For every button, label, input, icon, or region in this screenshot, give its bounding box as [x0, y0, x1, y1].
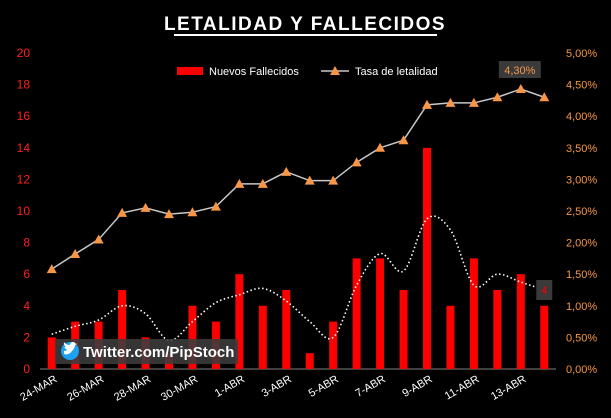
left-axis-tick-label: 8: [23, 236, 30, 250]
bar-series: [47, 147, 549, 369]
bar-24-mar: [47, 337, 56, 369]
left-axis-ticks: 0 2 4 6 8 10 12 14 16 18 20: [17, 46, 31, 376]
x-axis-tick-label: 30-MAR: [159, 373, 200, 404]
right-axis-tick-label: 1,50%: [566, 269, 597, 281]
twitter-bird-glyph-icon: [63, 342, 77, 355]
annotation-box-bar: [536, 280, 553, 300]
bar-11-abr: [469, 258, 478, 369]
right-axis-tick-label: 0,50%: [566, 332, 597, 344]
annotation-rate-label: 4,30%: [504, 65, 535, 77]
bar-12-abr: [493, 290, 502, 369]
rate-marker-27-mar: [117, 207, 128, 217]
left-axis-tick-label: 4: [23, 299, 30, 313]
rate-marker-8-abr: [398, 135, 409, 145]
rate-marker-29-mar: [164, 209, 174, 219]
x-axis-tick-label: 13-ABR: [489, 373, 528, 403]
rate-marker-13-abr: [515, 84, 526, 94]
rate-line: [51, 88, 545, 270]
x-axis-tick-label: 24-MAR: [18, 373, 59, 404]
bar-8-abr: [399, 290, 408, 369]
right-axis-tick-label: 2,50%: [566, 206, 597, 218]
rate-marker-3-abr: [281, 166, 292, 176]
watermark-text: Twitter.com/PipStoch: [83, 344, 234, 361]
bar-10-abr: [446, 305, 455, 369]
x-axis-tick-label: 3-ABR: [260, 373, 294, 400]
dotted-trend-series: [51, 215, 545, 342]
right-axis-tick-label: 3,00%: [566, 174, 597, 186]
bar-14-abr: [540, 305, 549, 369]
right-axis-tick-label: 2,00%: [566, 238, 597, 250]
left-axis-tick-label: 16: [17, 109, 31, 123]
bar-6-abr: [352, 258, 361, 369]
bar-5-abr: [329, 321, 338, 369]
x-axis-tick-label: 28-MAR: [112, 373, 153, 404]
left-axis-tick-label: 10: [17, 204, 31, 218]
rate-marker-10-abr: [445, 97, 456, 107]
right-axis-ticks: 0,00% 0,50% 1,00% 1,50% 2,00% 2,50% 3,00% 3,50%…: [566, 48, 597, 376]
rate-marker-1-abr: [234, 178, 245, 188]
right-axis-tick-label: 5,00%: [566, 48, 597, 60]
x-axis-tick-labels: 24-MAR 26-MAR 28-MAR 30-MAR 1-ABR 3-ABR 5-ABR 7…: [18, 373, 528, 404]
chart-title: LETALIDAD Y FALLECIDOS: [164, 14, 446, 35]
legend: Nuevos Fallecidos Tasa de letalidad: [177, 66, 438, 78]
annotation-bar-label: 4: [541, 285, 547, 297]
right-axis-tick-label: 0,00%: [566, 364, 597, 376]
right-axis-tick-label: 1,00%: [566, 301, 597, 313]
left-axis-tick-label: 12: [17, 172, 31, 186]
right-axis-tick-label: 3,50%: [566, 143, 597, 155]
bar-27-mar: [118, 290, 127, 369]
rate-marker-25-mar: [70, 248, 81, 258]
chart-title-group: LETALIDAD Y FALLECIDOS: [164, 14, 446, 36]
bar-1-abr: [235, 274, 244, 369]
left-axis-tick-label: 18: [17, 78, 31, 92]
rate-marker-9-abr: [422, 99, 432, 109]
rate-marker-2-abr: [257, 178, 268, 188]
watermark: Twitter.com/PipStoch: [55, 339, 238, 364]
rate-marker-28-mar: [140, 202, 151, 212]
bar-9-abr: [423, 147, 431, 369]
legend-label-bars: Nuevos Fallecidos: [209, 66, 299, 78]
rate-marker-5-abr: [328, 175, 339, 185]
right-axis-tick-label: 4,00%: [566, 111, 597, 123]
rate-marker-26-mar: [93, 234, 104, 244]
rate-marker-6-abr: [351, 157, 362, 167]
dotted-trend-line: [51, 215, 545, 342]
x-axis-tick-label: 11-ABR: [443, 373, 482, 402]
x-axis-tick-label: 5-ABR: [307, 373, 341, 400]
bar-30-mar: [188, 305, 197, 369]
x-axis-tick-label: 26-MAR: [65, 373, 106, 404]
x-axis-tick-label: 9-ABR: [400, 373, 434, 400]
rate-series: [46, 84, 550, 274]
legend-label-rate: Tasa de letalidad: [355, 66, 438, 78]
watermark-background: [55, 339, 238, 364]
legend-swatch-bars: [177, 67, 203, 75]
rate-marker-31-mar: [210, 201, 221, 211]
legend-swatch-rate-marker: [330, 66, 340, 75]
bar-4-abr: [305, 353, 314, 369]
left-axis-tick-label: 6: [23, 267, 30, 281]
left-axis-tick-label: 2: [23, 330, 30, 344]
rate-marker-14-abr: [539, 92, 550, 102]
x-axis-tick-label: 1-ABR: [213, 373, 247, 400]
rate-marker-4-abr: [304, 175, 315, 185]
rate-marker-12-abr: [492, 92, 503, 102]
annotation-box-rate: [498, 61, 541, 79]
x-axis-tick-label: 7-ABR: [354, 373, 388, 400]
left-axis-tick-label: 0: [23, 362, 30, 376]
bar-2-abr: [258, 305, 267, 369]
bar-7-abr: [376, 258, 385, 369]
left-axis-tick-label: 20: [17, 46, 31, 60]
rate-marker-7-abr: [375, 142, 386, 152]
rate-marker-24-mar: [46, 264, 57, 274]
bar-3-abr: [282, 290, 291, 369]
right-axis-tick-label: 4,50%: [566, 80, 597, 92]
annotations: 4,30% 4: [498, 61, 553, 300]
rate-marker-30-mar: [187, 207, 198, 217]
bar-13-abr: [516, 274, 525, 369]
left-axis-tick-label: 14: [17, 141, 31, 155]
rate-marker-11-abr: [468, 97, 479, 107]
